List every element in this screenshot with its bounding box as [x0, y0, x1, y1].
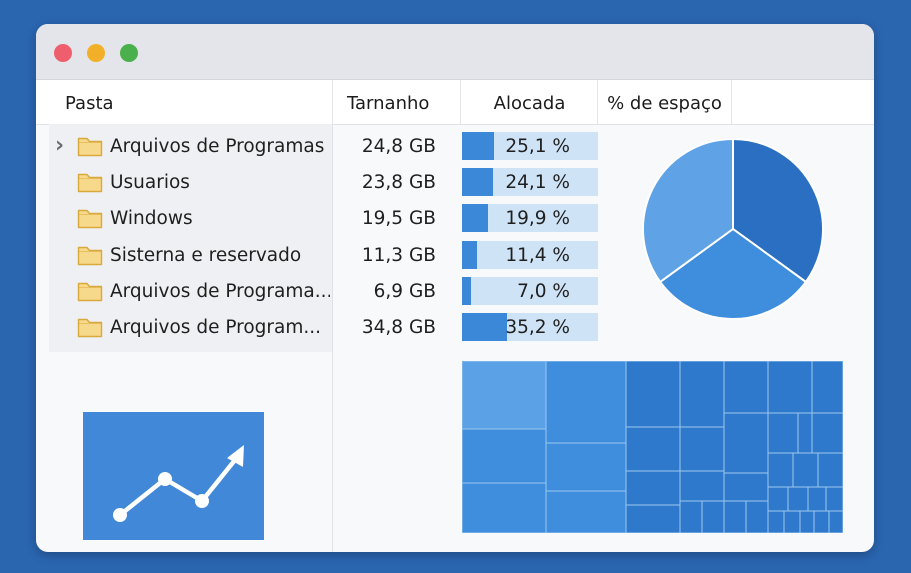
allocation-bar: 24,1 % [462, 168, 598, 196]
treemap-tile[interactable] [767, 361, 813, 414]
space-pie-chart [642, 137, 824, 320]
treemap-tile[interactable] [462, 482, 547, 533]
treemap-tile[interactable] [767, 510, 785, 533]
folder-size: 24,8 GB [361, 136, 436, 157]
allocation-percent: 7,0 % [517, 281, 570, 302]
treemap-tile[interactable] [767, 452, 794, 488]
treemap-tile[interactable] [787, 486, 809, 512]
table-row[interactable]: Arquivos de Program... 34,8 GB 35,2 % [36, 309, 874, 345]
column-header-percent[interactable]: % de espaço [597, 80, 732, 124]
treemap-tile[interactable] [797, 412, 813, 454]
folder-size: 6,9 GB [373, 281, 436, 302]
allocation-percent: 25,1 % [505, 136, 570, 157]
treemap-tile[interactable] [799, 510, 815, 533]
treemap-tile[interactable] [545, 361, 627, 444]
treemap-tile[interactable] [462, 428, 547, 484]
treemap-tile[interactable] [811, 361, 843, 414]
folder-tree-panel [49, 124, 332, 352]
treemap-tile[interactable] [767, 486, 789, 512]
table-row[interactable]: Sisterna e reservado 11,3 GB 11,4 % [36, 237, 874, 273]
allocation-bar-fill [462, 277, 471, 305]
table-row[interactable]: Windows 19,5 GB 19,9 % [36, 200, 874, 236]
treemap-tile[interactable] [679, 361, 725, 428]
allocation-bar-fill [462, 132, 494, 160]
pie-slice [642, 137, 734, 284]
folder-icon [77, 170, 103, 194]
close-button[interactable] [54, 44, 72, 62]
folder-icon [77, 134, 103, 158]
allocation-bar: 19,9 % [462, 204, 598, 232]
trend-up-icon [113, 445, 244, 522]
treemap-tile[interactable] [723, 361, 769, 414]
table-row[interactable]: Arquivos de Programa... 6,9 GB 7,0 % [36, 273, 874, 309]
treemap-tile[interactable] [723, 500, 747, 533]
treemap-tile[interactable] [817, 452, 843, 488]
folder-name: Windows [110, 208, 193, 229]
treemap-tile[interactable] [462, 361, 547, 430]
treemap-tile[interactable] [783, 510, 801, 533]
column-header-size[interactable]: Tarnanho [332, 80, 460, 124]
title-bar [36, 24, 874, 80]
table-header: Pasta Tarnanho Alocada % de espaço [36, 80, 874, 125]
allocation-bar-fill [462, 168, 493, 196]
allocation-percent: 19,9 % [505, 208, 570, 229]
treemap-tile[interactable] [701, 500, 725, 533]
treemap-tile[interactable] [825, 486, 843, 512]
folder-icon [77, 279, 103, 303]
trend-tile[interactable] [83, 412, 264, 540]
treemap-tile[interactable] [745, 500, 769, 533]
app-window: Pasta Tarnanho Alocada % de espaço › Arqu… [36, 24, 874, 552]
folder-icon [77, 243, 103, 267]
pie-slice [732, 137, 824, 284]
allocation-bar: 7,0 % [462, 277, 598, 305]
folder-icon [77, 206, 103, 230]
column-header-allocated[interactable]: Alocada [460, 80, 598, 124]
treemap-tile[interactable] [545, 442, 627, 492]
folder-name: Sisterna e reservado [110, 245, 302, 266]
pie-slice [658, 227, 808, 320]
folder-size: 34,8 GB [361, 317, 436, 338]
table-row[interactable]: › Arquivos de Programas 24,8 GB 25,1 % [36, 128, 874, 164]
table-row[interactable]: Usuarios 23,8 GB 24,1 % [36, 164, 874, 200]
allocation-percent: 11,4 % [505, 245, 570, 266]
treemap-tile[interactable] [545, 490, 627, 533]
treemap-tile[interactable] [679, 426, 725, 472]
folder-size: 23,8 GB [361, 172, 436, 193]
treemap-tile[interactable] [792, 452, 819, 488]
folder-name: Arquivos de Program... [110, 317, 322, 338]
maximize-button[interactable] [120, 44, 138, 62]
treemap-tile[interactable] [625, 504, 681, 533]
column-divider [332, 124, 333, 552]
allocation-percent: 24,1 % [505, 172, 570, 193]
chevron-right-icon[interactable]: › [55, 133, 65, 158]
allocation-bar: 25,1 % [462, 132, 598, 160]
folder-size: 11,3 GB [361, 245, 436, 266]
treemap-tile[interactable] [807, 486, 827, 512]
space-treemap [462, 361, 843, 533]
folder-name: Arquivos de Programa... [110, 281, 330, 302]
folder-name: Arquivos de Programas [110, 136, 325, 157]
treemap-tile[interactable] [811, 412, 843, 454]
allocation-bar-fill [462, 241, 477, 269]
allocation-percent: 35,2 % [505, 317, 570, 338]
treemap-tile[interactable] [813, 510, 830, 533]
minimize-button[interactable] [87, 44, 105, 62]
treemap-tile[interactable] [828, 510, 843, 533]
allocation-bar-fill [462, 313, 507, 341]
column-header-pasta[interactable]: Pasta [65, 93, 114, 114]
treemap-tile[interactable] [767, 412, 799, 454]
treemap-tile[interactable] [679, 500, 703, 533]
treemap-tile[interactable] [723, 412, 769, 474]
allocation-bar: 11,4 % [462, 241, 598, 269]
folder-name: Usuarios [110, 172, 190, 193]
treemap-tile[interactable] [625, 426, 681, 472]
allocation-bar-fill [462, 204, 488, 232]
folder-icon [77, 315, 103, 339]
allocation-bar: 35,2 % [462, 313, 598, 341]
folder-size: 19,5 GB [361, 208, 436, 229]
treemap-tile[interactable] [625, 470, 681, 506]
treemap-tile[interactable] [625, 361, 681, 428]
